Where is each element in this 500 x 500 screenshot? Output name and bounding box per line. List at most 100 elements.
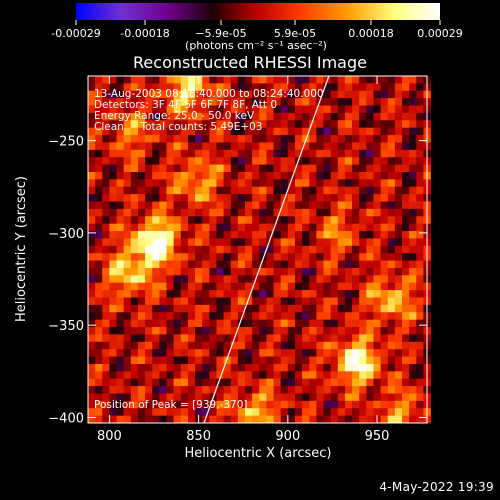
heatmap-cell [130,386,139,394]
heatmap-cell [337,282,346,291]
heatmap-cell [316,238,324,247]
heatmap-cell [409,297,417,306]
heatmap-cell [202,112,210,121]
heatmap-cell [245,76,253,84]
heatmap-cell [337,179,346,188]
heatmap-cell [116,297,125,306]
heatmap-cell [337,371,346,380]
heatmap-cell [309,319,317,328]
heatmap-cell [330,371,339,380]
heatmap-cell [302,238,310,247]
heatmap-cell [273,334,282,343]
heatmap-cell [102,83,110,92]
heatmap-cell [259,371,267,380]
heatmap-cell [130,378,139,387]
heatmap-cell [287,98,296,106]
heatmap-cell [180,98,189,106]
heatmap-cell [252,149,260,158]
heatmap-cell [166,142,174,151]
heatmap-cell [223,356,232,365]
heatmap-cell [137,260,146,269]
heatmap-cell [387,208,396,217]
heatmap-cell [387,356,396,365]
heatmap-cell [223,282,232,291]
heatmap-cell [109,356,117,365]
heatmap-cell [416,149,424,158]
heatmap-cell [123,378,132,387]
heatmap-cell [387,378,396,387]
heatmap-cell [287,90,296,99]
heatmap-cell [237,112,246,121]
heatmap-cell [337,142,346,151]
heatmap-cell [394,142,403,151]
heatmap-cell [159,157,167,165]
heatmap-cell [95,179,103,188]
heatmap-cell [252,238,260,247]
heatmap-cell [252,408,260,417]
heatmap-cell [216,201,224,210]
heatmap-cell [95,90,103,99]
heatmap-cell [195,341,203,350]
heatmap-cell [402,356,410,365]
heatmap-cell [237,327,246,335]
heatmap-cell [152,208,160,217]
heatmap-cell [152,127,160,136]
heatmap-cell [359,201,367,210]
heatmap-cell [259,149,267,158]
heatmap-cell [309,238,317,247]
heatmap-cell [337,260,346,269]
heatmap-cell [323,216,331,225]
heatmap-cell [216,282,224,291]
heatmap-cell [230,112,239,121]
heatmap-cell [402,216,410,225]
heatmap-cell [344,120,353,129]
heatmap-cell [309,98,317,106]
heatmap-cell [402,312,410,321]
heatmap-cell [259,164,267,173]
heatmap-cell [373,282,381,291]
heatmap-cell [394,127,403,136]
heatmap-cell [337,135,346,143]
heatmap-cell [245,90,253,99]
heatmap-cell [280,304,289,313]
heatmap-cell [380,105,389,114]
heatmap-cell [302,142,310,151]
heatmap-cell [166,290,174,298]
heatmap-cell [344,238,353,247]
heatmap-cell [337,98,346,106]
colorbar-tick-label: −5.9e-05 [195,27,246,40]
heatmap-cell [173,157,182,165]
heatmap-cell [152,253,160,261]
heatmap-cell [409,334,417,343]
heatmap-cell [259,216,267,225]
heatmap-cell [195,356,203,365]
heatmap-cell [130,238,139,247]
heatmap-cell [294,90,303,99]
heatmap-cell [259,327,267,335]
heatmap-cell [359,98,367,106]
heatmap-cell [337,83,346,92]
heatmap-cell [223,157,232,165]
heatmap-cell [88,341,96,350]
heatmap-cell [145,386,153,394]
heatmap-cell [266,135,274,143]
heatmap-cell [202,297,210,306]
heatmap-cell [130,164,139,173]
heatmap-cell [273,201,282,210]
heatmap-cell [237,186,246,195]
heatmap-cell [145,157,153,165]
heatmap-cell [145,253,153,261]
heatmap-cell [252,386,260,394]
heatmap-cell [109,349,117,357]
heatmap-cell [273,83,282,92]
heatmap-cell [323,363,331,372]
heatmap-cell [245,112,253,121]
heatmap-cell [88,201,96,210]
heatmap-cell [416,363,424,372]
heatmap-cell [209,334,217,343]
heatmap-cell [402,275,410,284]
heatmap-cell [230,290,239,298]
heatmap-cell [323,194,331,202]
heatmap-cell [344,157,353,165]
heatmap-cell [387,194,396,202]
